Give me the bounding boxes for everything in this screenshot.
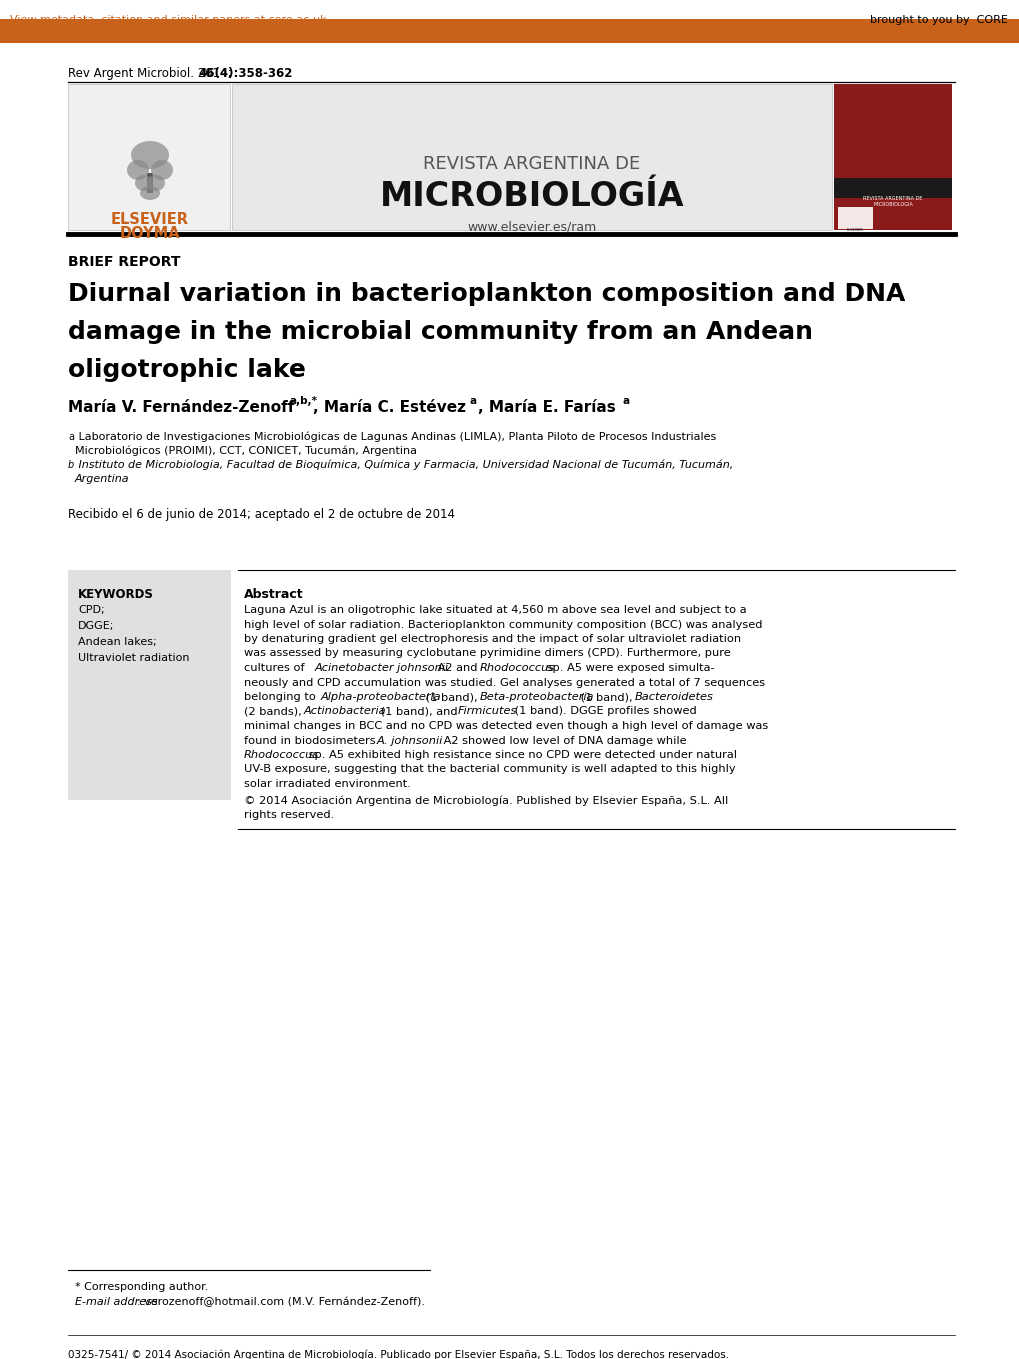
Ellipse shape xyxy=(135,175,153,192)
Text: by denaturing gradient gel electrophoresis and the impact of solar ultraviolet r: by denaturing gradient gel electrophores… xyxy=(244,635,741,644)
Text: a: a xyxy=(68,432,74,442)
Text: Rev Argent Microbiol. 2014;: Rev Argent Microbiol. 2014; xyxy=(68,67,231,80)
Text: sp. A5 exhibited high resistance since no CPD were detected under natural: sp. A5 exhibited high resistance since n… xyxy=(305,750,737,760)
Text: Laboratorio de Investigaciones Microbiológicas de Lagunas Andinas (LIMLA), Plant: Laboratorio de Investigaciones Microbiol… xyxy=(75,432,715,443)
Text: DGGE;: DGGE; xyxy=(77,621,114,631)
Text: , María C. Estévez: , María C. Estévez xyxy=(313,400,466,414)
Text: Bacteroidetes: Bacteroidetes xyxy=(635,692,713,703)
Text: Abstract: Abstract xyxy=(244,588,304,601)
Text: Acinetobacter johnsonii: Acinetobacter johnsonii xyxy=(315,663,448,673)
Bar xyxy=(68,569,230,800)
Text: was assessed by measuring cyclobutane pyrimidine dimers (CPD). Furthermore, pure: was assessed by measuring cyclobutane py… xyxy=(244,648,730,659)
Ellipse shape xyxy=(151,160,173,179)
Text: Recibido el 6 de junio de 2014; aceptado el 2 de octubre de 2014: Recibido el 6 de junio de 2014; aceptado… xyxy=(68,508,454,520)
Text: MICROBIOLOGÍA: MICROBIOLOGÍA xyxy=(379,179,684,213)
Text: DOYMA: DOYMA xyxy=(119,226,180,241)
Text: Microbiológicos (PROIMI), CCT, CONICET, Tucumán, Argentina: Microbiológicos (PROIMI), CCT, CONICET, … xyxy=(75,446,417,457)
Text: UV-B exposure, suggesting that the bacterial community is well adapted to this h: UV-B exposure, suggesting that the bacte… xyxy=(244,765,735,775)
Text: (1 band),: (1 band), xyxy=(422,692,481,703)
Text: : verozenoff@hotmail.com (M.V. Fernández-Zenoff).: : verozenoff@hotmail.com (M.V. Fernández… xyxy=(137,1296,425,1307)
Bar xyxy=(147,173,153,193)
Text: Alpha-proteobacteria: Alpha-proteobacteria xyxy=(321,692,441,703)
Text: solar irradiated environment.: solar irradiated environment. xyxy=(244,779,411,790)
Text: (1 band),: (1 band), xyxy=(577,692,636,703)
Text: Rhodococcus: Rhodococcus xyxy=(244,750,319,760)
Text: ELSEVIER
SAUNDERS: ELSEVIER SAUNDERS xyxy=(845,228,864,236)
Bar xyxy=(834,178,951,198)
Text: CPD;: CPD; xyxy=(77,605,105,616)
Text: Ultraviolet radiation: Ultraviolet radiation xyxy=(77,654,190,663)
Text: b: b xyxy=(68,459,74,470)
Text: , María E. Farías: , María E. Farías xyxy=(478,400,615,414)
Ellipse shape xyxy=(130,141,169,169)
Bar xyxy=(231,84,832,230)
Text: BRIEF REPORT: BRIEF REPORT xyxy=(68,255,180,269)
Text: (1 band). DGGE profiles showed: (1 band). DGGE profiles showed xyxy=(511,707,696,716)
Text: A. johnsonii: A. johnsonii xyxy=(377,735,443,746)
Bar xyxy=(838,207,872,230)
Text: Argentina: Argentina xyxy=(75,474,129,484)
Text: E-mail address: E-mail address xyxy=(75,1296,158,1307)
Text: brought to you by  CORE: brought to you by CORE xyxy=(869,15,1007,24)
Text: high level of solar radiation. Bacterioplankton community composition (BCC) was : high level of solar radiation. Bacteriop… xyxy=(244,620,762,629)
Text: Instituto de Microbiologia, Facultad de Bioquímica, Química y Farmacia, Universi: Instituto de Microbiologia, Facultad de … xyxy=(75,459,733,470)
Text: REVISTA ARGENTINA DE: REVISTA ARGENTINA DE xyxy=(423,155,640,173)
Bar xyxy=(834,84,951,230)
Text: belonging to: belonging to xyxy=(244,692,319,703)
Text: cultures of: cultures of xyxy=(244,663,308,673)
Text: minimal changes in BCC and no CPD was detected even though a high level of damag: minimal changes in BCC and no CPD was de… xyxy=(244,722,767,731)
Text: 46(4):358-362: 46(4):358-362 xyxy=(198,67,292,80)
Text: a: a xyxy=(470,395,477,406)
Text: © 2014 Asociación Argentina de Microbiología. Published by Elsevier España, S.L.: © 2014 Asociación Argentina de Microbiol… xyxy=(244,795,728,806)
Text: View metadata, citation and similar papers at core.ac.uk: View metadata, citation and similar pape… xyxy=(10,15,326,24)
Text: rights reserved.: rights reserved. xyxy=(244,810,334,819)
Text: 0325-7541/ © 2014 Asociación Argentina de Microbiología. Publicado por Elsevier : 0325-7541/ © 2014 Asociación Argentina d… xyxy=(68,1349,729,1359)
Ellipse shape xyxy=(140,186,160,200)
Text: Actinobacteria: Actinobacteria xyxy=(304,707,386,716)
Text: ELSEVIER: ELSEVIER xyxy=(111,212,189,227)
Text: Andean lakes;: Andean lakes; xyxy=(77,637,157,647)
Text: Beta-proteobacteria: Beta-proteobacteria xyxy=(480,692,594,703)
Text: * Corresponding author.: * Corresponding author. xyxy=(75,1282,208,1292)
Text: sp. A5 were exposed simulta-: sp. A5 were exposed simulta- xyxy=(542,663,714,673)
Text: a,b,*: a,b,* xyxy=(289,395,318,406)
Bar xyxy=(0,19,1019,43)
Text: A2 showed low level of DNA damage while: A2 showed low level of DNA damage while xyxy=(439,735,686,746)
Text: María V. Fernández-Zenoff: María V. Fernández-Zenoff xyxy=(68,400,294,414)
Text: damage in the microbial community from an Andean: damage in the microbial community from a… xyxy=(68,319,812,344)
Text: a: a xyxy=(623,395,630,406)
Text: Firmicutes: Firmicutes xyxy=(458,707,517,716)
Text: Diurnal variation in bacterioplankton composition and DNA: Diurnal variation in bacterioplankton co… xyxy=(68,283,905,306)
Bar xyxy=(68,84,229,230)
Ellipse shape xyxy=(147,175,165,192)
Text: (1 band), and: (1 band), and xyxy=(377,707,461,716)
Text: found in biodosimeters.: found in biodosimeters. xyxy=(244,735,382,746)
Text: Rhodococcus: Rhodococcus xyxy=(480,663,554,673)
Ellipse shape xyxy=(127,160,149,179)
Text: provided by Elsevier - Publisher Connector: provided by Elsevier - Publisher Connect… xyxy=(787,46,1007,56)
Text: REVISTA ARGENTINA DE
MICROBIOLOGÍA: REVISTA ARGENTINA DE MICROBIOLOGÍA xyxy=(862,196,922,207)
Text: A2 and: A2 and xyxy=(433,663,481,673)
Text: oligotrophic lake: oligotrophic lake xyxy=(68,357,306,382)
Text: Laguna Azul is an oligotrophic lake situated at 4,560 m above sea level and subj: Laguna Azul is an oligotrophic lake situ… xyxy=(244,605,746,616)
Text: www.elsevier.es/ram: www.elsevier.es/ram xyxy=(467,220,596,232)
Text: KEYWORDS: KEYWORDS xyxy=(77,588,154,601)
Text: neously and CPD accumulation was studied. Gel analyses generated a total of 7 se: neously and CPD accumulation was studied… xyxy=(244,678,764,688)
Text: (2 bands),: (2 bands), xyxy=(244,707,305,716)
